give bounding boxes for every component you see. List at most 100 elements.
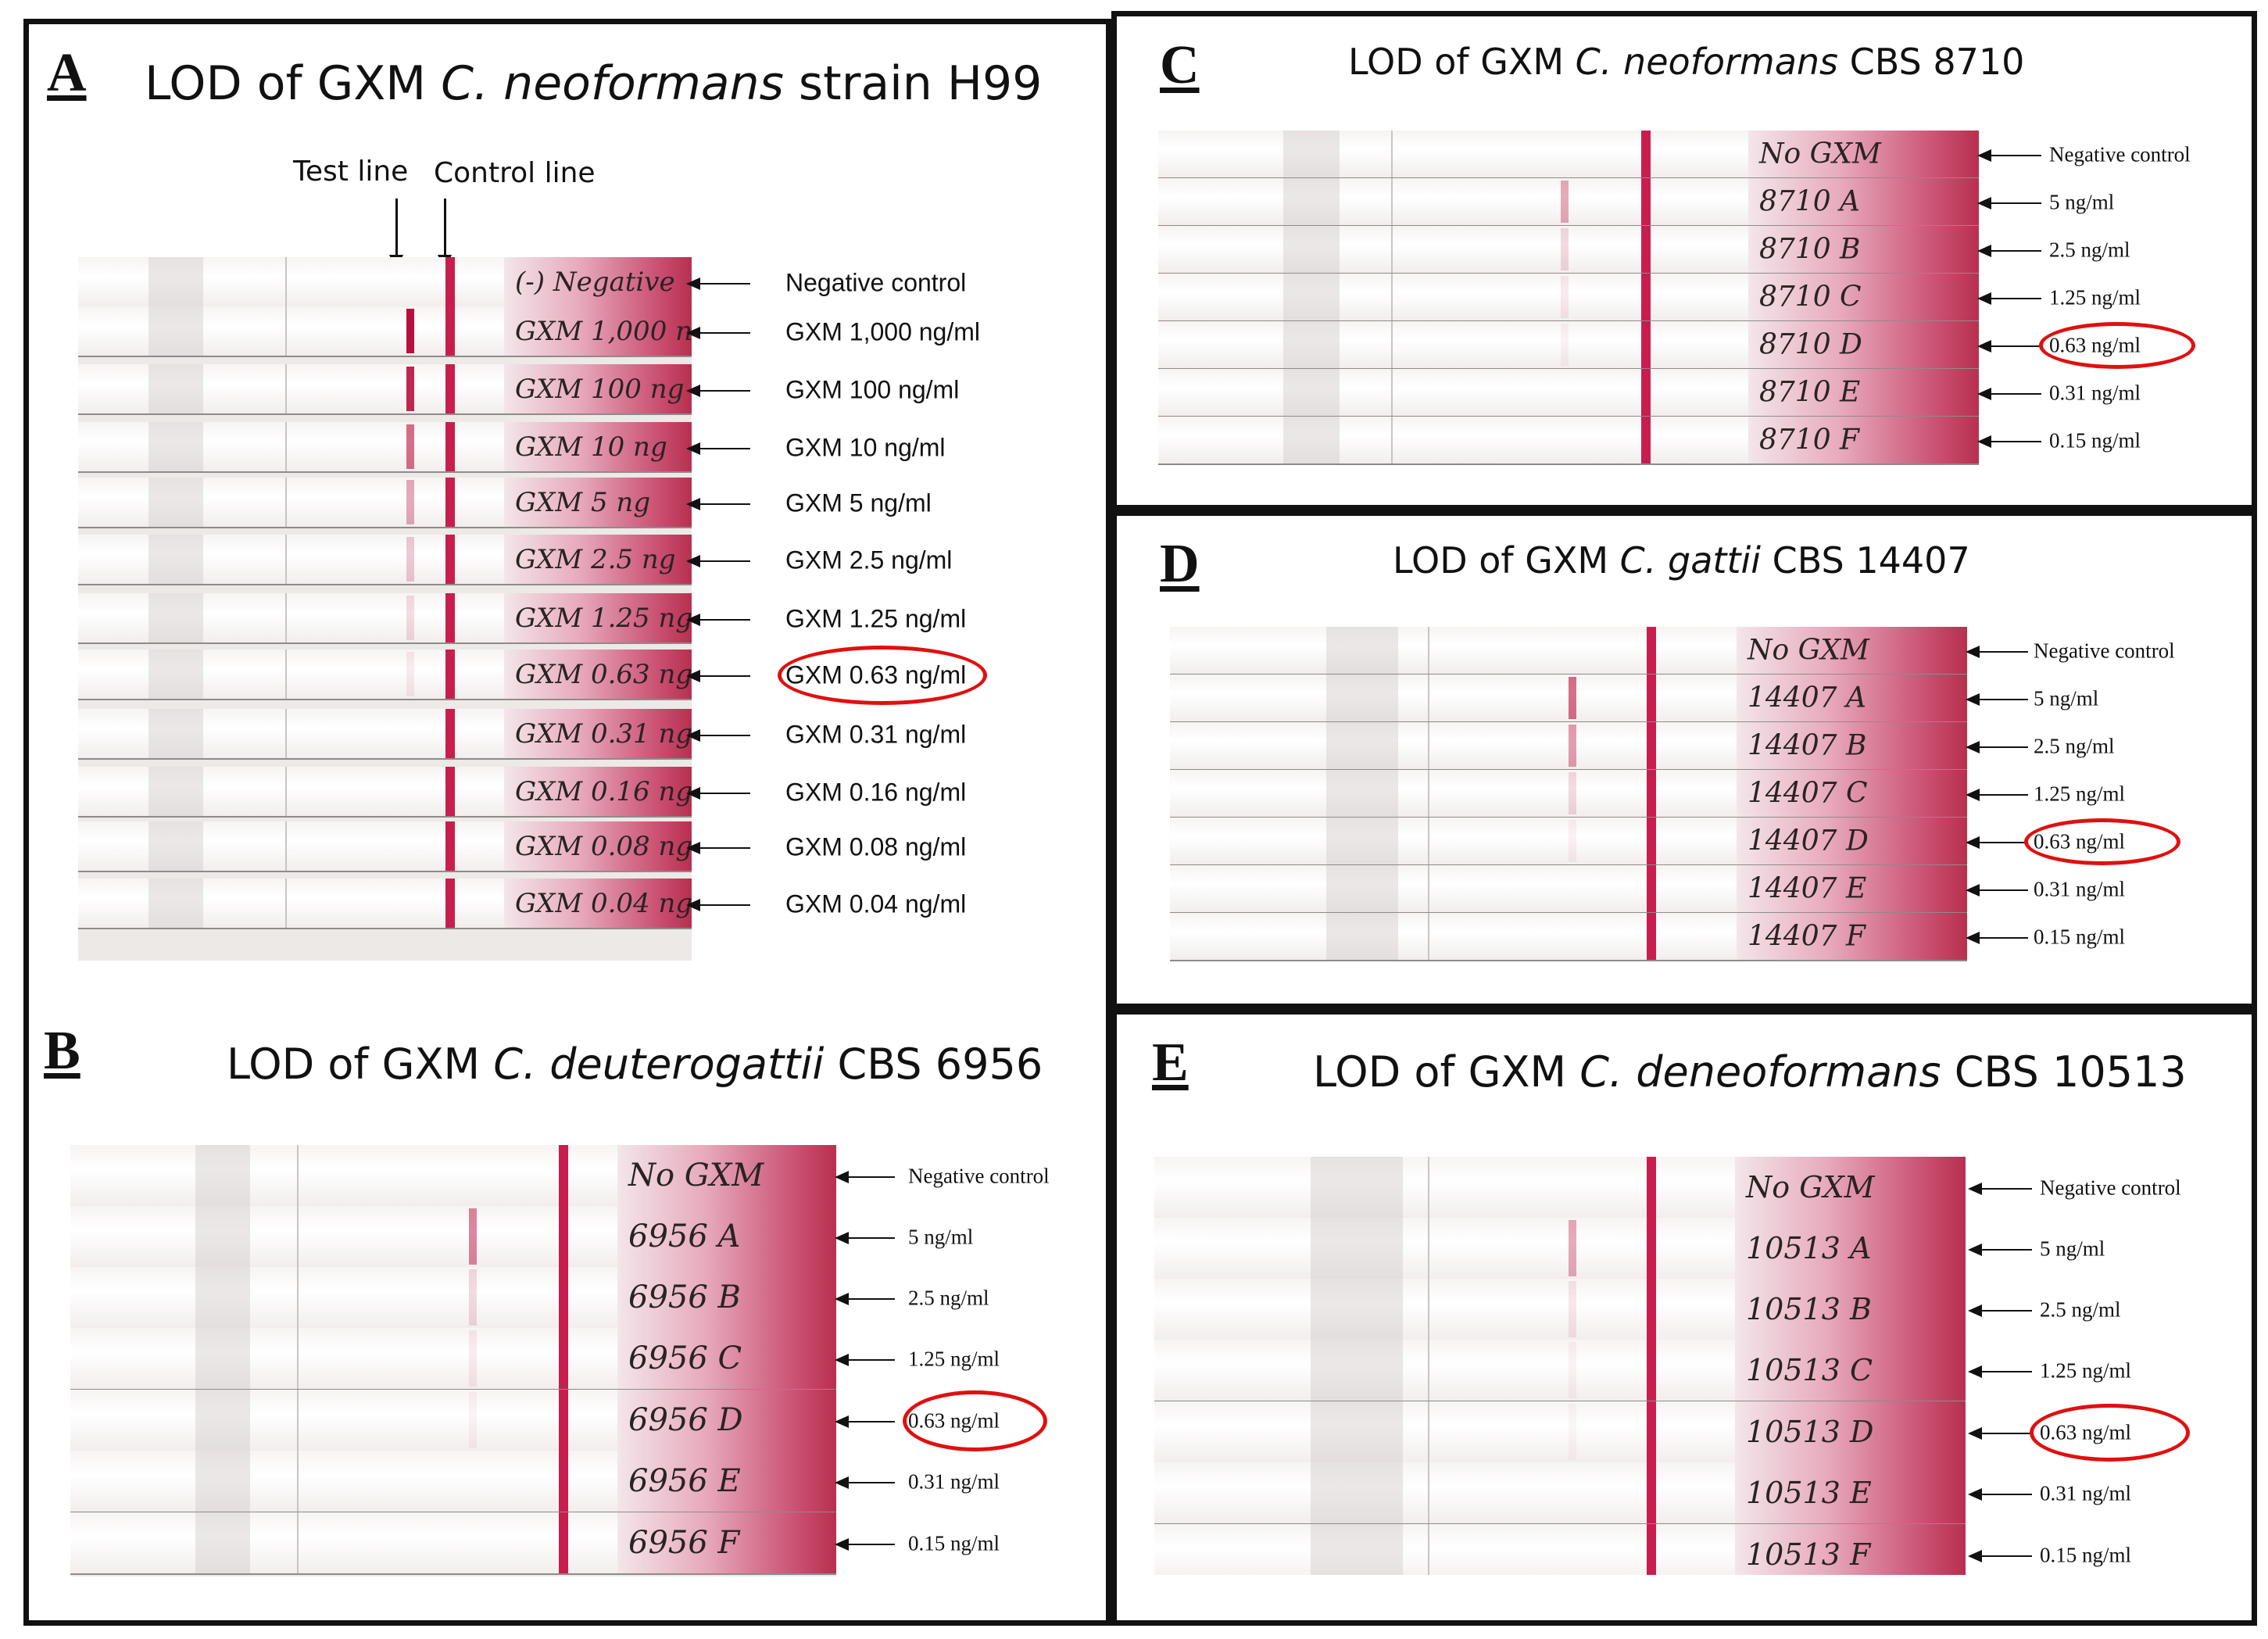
conjugate-pad xyxy=(195,1328,250,1389)
concentration-label: 2.5 ng/ml xyxy=(1119,731,2115,762)
strip-handwriting: No GXM xyxy=(1746,1170,1875,1204)
panel-letter: B xyxy=(44,1021,80,1081)
concentration-text: GXM 10 ng/ml xyxy=(785,433,946,461)
concentration-label: 0.63 ng/ml xyxy=(1119,826,2125,857)
conjugate-pad xyxy=(148,478,203,527)
concentration-label: GXM 0.16 ng/ml xyxy=(31,777,966,808)
pointer-arrow xyxy=(686,277,750,290)
sample-pad: 8710 A xyxy=(1748,178,1979,225)
concentration-label: GXM 5 ng/ml xyxy=(31,488,932,519)
concentration-text: 2.5 ng/ml xyxy=(2034,734,2115,758)
control-line xyxy=(1641,274,1651,320)
concentration-text: 1.25 ng/ml xyxy=(2049,285,2141,310)
concentration-text: Negative control xyxy=(908,1164,1050,1188)
strip-handwriting: GXM 5 ng xyxy=(515,486,651,518)
strip-handwriting: 10513 F xyxy=(1746,1537,1871,1572)
test-line xyxy=(406,309,414,353)
membrane-edge xyxy=(1428,1279,1429,1340)
test-strip: 10513 B xyxy=(1154,1279,1966,1341)
membrane-edge xyxy=(1428,1401,1429,1462)
pointer-arrow xyxy=(686,326,750,339)
conjugate-pad xyxy=(148,535,203,584)
concentration-label: Negative control xyxy=(31,267,966,299)
membrane-edge xyxy=(297,1328,299,1389)
concentration-text: 5 ng/ml xyxy=(2034,686,2099,710)
strip-handwriting: GXM 0.08 ng xyxy=(515,830,692,862)
membrane-edge xyxy=(297,1145,299,1206)
conjugate-pad xyxy=(1311,1340,1403,1401)
conjugate-pad xyxy=(1326,627,1398,674)
pointer-arrow xyxy=(1968,1365,2032,1378)
conjugate-pad xyxy=(1283,321,1340,368)
lod-highlight-circle xyxy=(2024,818,2180,865)
control-line xyxy=(559,1451,568,1512)
sample-pad: 10513 D xyxy=(1735,1401,1966,1462)
conjugate-pad xyxy=(1283,274,1340,320)
strip-handwriting: GXM 100 ng xyxy=(515,373,685,405)
membrane-edge xyxy=(1391,321,1393,368)
pointer-arrow xyxy=(1977,245,2041,257)
pointer-arrow xyxy=(1968,1183,2032,1195)
conjugate-pad xyxy=(148,879,203,928)
control-line xyxy=(1647,1218,1656,1279)
panel-letter: E xyxy=(1152,1032,1189,1093)
conjugate-pad xyxy=(148,257,203,306)
strip-handwriting: 14407 A xyxy=(1748,682,1866,714)
conjugate-pad xyxy=(1326,818,1398,864)
concentration-label: 0.63 ng/ml xyxy=(1119,330,2141,361)
sample-pad: 14407 E xyxy=(1737,865,1967,912)
test-strip: 14407 C xyxy=(1170,770,1967,818)
pointer-arrow xyxy=(1966,789,2028,801)
conjugate-pad xyxy=(195,1206,250,1267)
conjugate-pad xyxy=(1311,1157,1403,1218)
sample-pad: (-) Negative xyxy=(504,257,692,306)
pointer-arrow xyxy=(835,1476,895,1489)
concentration-text: GXM 100 ng/ml xyxy=(785,375,960,403)
pointer-arrow xyxy=(1977,435,2041,448)
conjugate-pad xyxy=(195,1145,250,1206)
control-line xyxy=(559,1145,568,1206)
test-strip: 10513 F xyxy=(1154,1524,1966,1575)
test-line xyxy=(406,424,414,469)
pointer-arrow xyxy=(686,384,750,397)
sample-pad: 6956 F xyxy=(617,1512,836,1573)
panel-a: A LOD of GXM C. neoformans strain H99 Te… xyxy=(31,27,1104,996)
pointer-arrow xyxy=(1968,1244,2032,1256)
sample-pad: No GXM xyxy=(1737,627,1967,674)
strip-handwriting: GXM 2.5 ng xyxy=(515,543,676,575)
concentration-label: 1.25 ng/ml xyxy=(1119,1355,2131,1387)
concentration-text: Negative control xyxy=(2049,142,2191,166)
test-line xyxy=(406,367,414,411)
concentration-label: 0.31 ng/ml xyxy=(1119,1478,2131,1509)
strip-handwriting: GXM 1,000 ng xyxy=(515,315,692,347)
sample-pad: No GXM xyxy=(617,1145,836,1206)
control-line xyxy=(445,257,455,306)
sample-pad: 14407 A xyxy=(1737,675,1967,721)
concentration-text: 0.31 ng/ml xyxy=(2049,381,2141,405)
sample-pad: 8710 B xyxy=(1748,226,1979,273)
control-line-label: Control line xyxy=(434,157,596,189)
control-line xyxy=(445,709,455,758)
panel-letter: C xyxy=(1160,35,1200,95)
strip-photo: No GXM 8710 A 8710 B 8710 C 8710 D 8710 E 8710… xyxy=(1158,131,1979,465)
concentration-text: 5 ng/ml xyxy=(2049,190,2115,214)
concentration-text: Negative control xyxy=(2034,639,2175,663)
concentration-label: 0.15 ng/ml xyxy=(1119,1540,2131,1571)
concentration-text: GXM 2.5 ng/ml xyxy=(785,546,953,574)
test-strip: 10513 E xyxy=(1154,1462,1966,1525)
conjugate-pad xyxy=(148,821,203,871)
test-strip: 6956 B xyxy=(70,1267,836,1329)
concentration-label: 5 ng/ml xyxy=(1119,1233,2105,1265)
test-strip: GXM 2.5 ng xyxy=(78,535,692,585)
test-line xyxy=(469,1392,477,1448)
test-line xyxy=(1569,677,1576,719)
concentration-label: 0.63 ng/ml xyxy=(1119,1417,2131,1448)
test-line xyxy=(1569,1404,1576,1460)
panel-b: B LOD of GXM C. deuterogattii CBS 6956 N… xyxy=(31,1008,1104,1618)
test-strip: (-) Negative xyxy=(78,257,692,308)
concentration-label: GXM 0.63 ng/ml xyxy=(31,660,966,691)
concentration-text: GXM 1.25 ng/ml xyxy=(785,604,967,632)
control-line xyxy=(445,364,455,413)
test-strip: 14407 A xyxy=(1170,675,1967,723)
conjugate-pad xyxy=(1326,675,1398,721)
